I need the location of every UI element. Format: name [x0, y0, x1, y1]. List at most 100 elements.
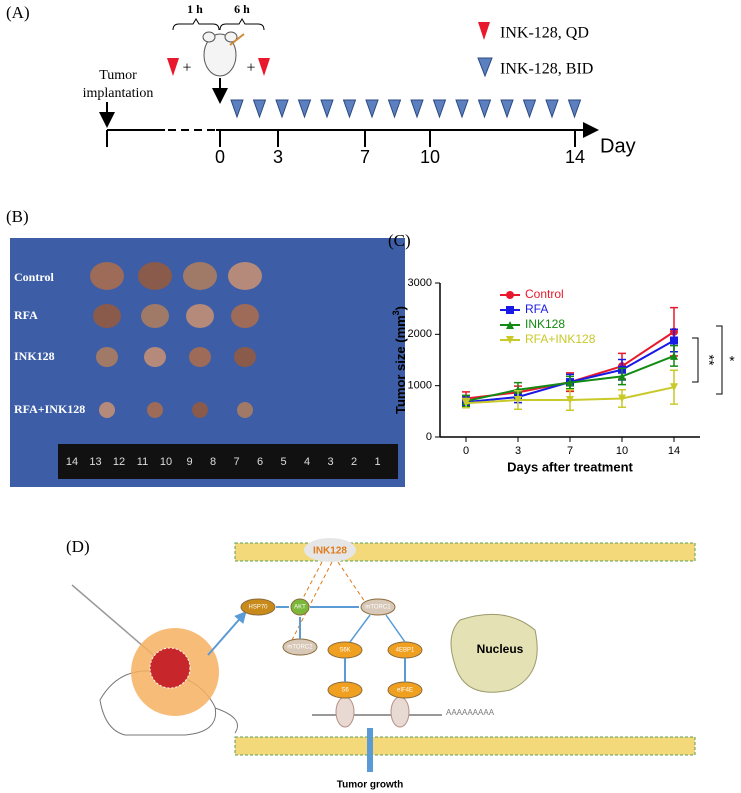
membrane [234, 542, 696, 562]
mouse-icon [202, 31, 245, 77]
panel-label: (C) [388, 231, 411, 250]
point [670, 383, 678, 392]
tick-label: 7 [360, 147, 370, 167]
y-label-sup: 3 [391, 310, 401, 315]
ruler-label: 8 [210, 456, 216, 468]
arrow [207, 610, 247, 656]
dose-icon [432, 99, 447, 119]
point [566, 396, 574, 405]
legend-label: INK-128, BID [500, 61, 593, 78]
brace [172, 18, 220, 31]
brace [219, 18, 265, 31]
tumor [138, 262, 172, 290]
group-label: RFA [14, 308, 38, 322]
tumor [186, 304, 214, 328]
point [514, 396, 522, 405]
dose-icon [567, 99, 582, 119]
group-label: RFA+INK128 [14, 402, 85, 416]
y-label-text: Tumor size (mm [393, 315, 408, 414]
tumor [192, 402, 208, 418]
dose-icon [342, 99, 357, 119]
y-tick-label: 0 [426, 431, 432, 443]
interval: 6 h [234, 2, 250, 16]
node-label: S6K [339, 648, 350, 654]
ruler-label: 7 [233, 456, 239, 468]
tumor [183, 262, 217, 290]
ablation-zone [149, 647, 191, 689]
tumor [144, 347, 166, 367]
dose-icon [455, 99, 469, 119]
y-axis-label: Tumor size (mm3) [391, 306, 408, 414]
plus: + [246, 60, 255, 77]
legend-icon [478, 22, 490, 40]
drug-label: INK128 [313, 546, 347, 557]
plus: + [182, 60, 191, 77]
outcome-label: Tumor growth [337, 780, 403, 791]
node [240, 598, 276, 616]
point [670, 351, 678, 360]
dose-icon [545, 99, 559, 119]
node-label: AKT [294, 605, 306, 611]
panel-a: (A) 1 h 6 h + + Tumor implantation Day I… [6, 2, 636, 158]
ruler-label: 9 [186, 456, 192, 468]
ruler-label: 10 [160, 456, 172, 468]
y-tick-label: 2000 [408, 328, 432, 340]
annotation: ** [701, 355, 717, 366]
legend-marker [506, 306, 514, 314]
panel-label: (B) [6, 207, 29, 226]
legend-label: RFA+INK128 [525, 332, 596, 346]
significance-bracket [692, 337, 699, 383]
dose-icon [365, 99, 379, 119]
ruler-label: 6 [257, 456, 263, 468]
panel-b: (B) [6, 207, 405, 487]
node [360, 598, 396, 616]
point [618, 394, 626, 403]
node [290, 598, 310, 616]
legend-marker [506, 336, 514, 344]
ruler [58, 444, 398, 479]
dose-icon [230, 99, 244, 119]
ruler-label: 11 [137, 456, 148, 468]
tumor [237, 402, 253, 418]
legend-marker [506, 321, 514, 329]
tumor [189, 347, 211, 367]
dose-icon [500, 99, 514, 119]
significance-bracket [716, 325, 723, 395]
node-label: mTORC1 [365, 605, 391, 611]
tumor [96, 347, 118, 367]
dose-icon [320, 99, 334, 119]
panel-d: (D) INK128 Nucleus AAAAAAAAA Tumor growt… [66, 537, 696, 791]
event-label: implantation [83, 86, 154, 101]
legend-label: INK128 [525, 317, 565, 331]
event-label: Tumor [99, 68, 137, 83]
ruler-label: 4 [304, 456, 310, 468]
group-label: INK128 [14, 349, 55, 363]
dose-icon [410, 99, 424, 119]
ruler-label: 5 [280, 456, 286, 468]
drug-node [304, 538, 356, 562]
point [514, 385, 522, 394]
pathway-arrow [349, 614, 406, 643]
x-tick-label: 0 [463, 445, 469, 457]
y-tick-label: 1000 [408, 380, 432, 392]
ruler-label: 13 [89, 456, 101, 468]
tick-label: 0 [215, 147, 225, 167]
point [618, 372, 626, 381]
axis-label: Day [600, 135, 636, 157]
legend-marker [506, 291, 514, 299]
node-label: mTORC2 [287, 645, 313, 651]
dose-icon [252, 99, 267, 119]
node-label: S6 [341, 688, 349, 694]
tumor [231, 304, 259, 328]
tumor [147, 402, 163, 418]
tumor [228, 262, 262, 290]
dose-icon [297, 99, 312, 119]
node-label: eIF4E [397, 688, 413, 694]
legend-icon [477, 57, 493, 78]
tick-label: 14 [565, 147, 585, 167]
ruler-label: 1 [374, 456, 380, 468]
tick-label: 10 [420, 147, 440, 167]
tumor [234, 347, 256, 367]
inhibition [291, 561, 366, 641]
